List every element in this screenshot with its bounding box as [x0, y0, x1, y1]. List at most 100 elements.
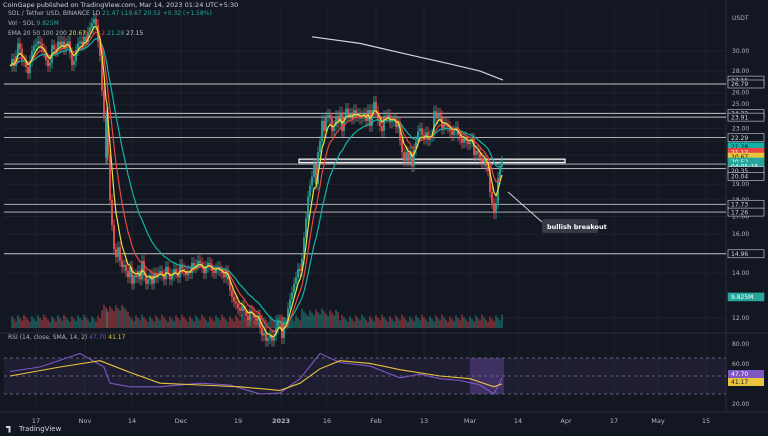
candle-body: [397, 122, 399, 128]
legend-volume: Vol · SOL 9.825M: [8, 20, 59, 27]
candle-body: [317, 152, 319, 185]
price-tick-label: 19.00: [732, 181, 749, 188]
volume-bar: [311, 312, 313, 328]
price-label-box: [727, 112, 765, 122]
candle-body: [283, 322, 285, 339]
candle-body: [195, 264, 197, 267]
candle-body: [223, 273, 225, 278]
volume-bar: [309, 310, 311, 328]
rsi-line: [9, 352, 503, 395]
candle-body: [473, 138, 475, 155]
candle-body: [119, 247, 121, 261]
volume-bar: [119, 310, 121, 328]
volume-bar: [409, 316, 411, 328]
volume-bar: [13, 318, 15, 328]
volume-bar: [453, 321, 455, 328]
volume-bar: [413, 321, 415, 328]
volume-bar: [477, 318, 479, 328]
candle-body: [271, 335, 273, 341]
price-tick-label: 16.00: [732, 231, 749, 238]
volume-bar: [331, 312, 333, 328]
candle-body: [433, 111, 435, 135]
candle-body: [167, 266, 169, 274]
ema50-line: [9, 31, 503, 333]
volume-bar: [37, 315, 39, 328]
candle-body: [115, 249, 117, 257]
volume-bar: [469, 316, 471, 328]
time-tick-label: May: [651, 417, 665, 425]
volume-bar: [491, 318, 493, 328]
candle-body: [421, 128, 423, 135]
volume-bar: [211, 318, 213, 328]
volume-bar: [417, 318, 419, 328]
price-label: 20.35: [731, 168, 748, 175]
volume-bar: [273, 321, 275, 328]
candle-body: [299, 268, 301, 272]
price-label: 20.04: [731, 174, 748, 181]
candle-body: [187, 271, 189, 276]
volume-bar: [129, 316, 131, 328]
candle-body: [193, 262, 195, 267]
time-tick-label: 15: [702, 417, 710, 425]
annotation-pointer: [507, 191, 543, 223]
candle-body: [253, 313, 255, 318]
volume-bar: [11, 316, 13, 328]
candle-body: [67, 41, 69, 44]
price-label-box: [727, 249, 765, 259]
candle-body: [131, 266, 133, 284]
time-tick-label: 17: [32, 417, 40, 425]
candle-body: [205, 266, 207, 274]
grid: [0, 0, 768, 413]
candle-body: [215, 268, 217, 274]
volume-bar: [125, 309, 127, 328]
volume-bar: [135, 315, 137, 328]
volume-bar: [363, 317, 365, 328]
annotation: bullish breakout: [507, 191, 607, 233]
volume-bar: [199, 320, 201, 328]
volume-bar: [347, 322, 349, 328]
volume-bar: [377, 318, 379, 328]
price-tick-label: 23.00: [732, 125, 749, 132]
candle-body: [287, 308, 289, 323]
price-label-box: [727, 79, 765, 89]
candle-body: [275, 327, 277, 336]
volume-bar: [181, 314, 183, 328]
volume-bar: [333, 315, 335, 328]
volume-bar: [343, 317, 345, 328]
volume-bar: [303, 311, 305, 328]
volume-bar: [383, 317, 385, 328]
volume-bar: [269, 316, 271, 328]
candle-body: [395, 118, 397, 128]
candle-body: [61, 41, 63, 47]
candle-body: [445, 123, 447, 125]
time-tick-label: 14: [128, 417, 136, 425]
volume-bar: [253, 321, 255, 328]
volume-bar: [71, 316, 73, 328]
volume-bar: [189, 316, 191, 328]
candle-body: [123, 264, 125, 267]
candle-body: [305, 218, 307, 238]
candle-body: [489, 170, 491, 192]
volume-bar: [145, 319, 147, 328]
volume-bar: [461, 314, 463, 328]
candle-body: [95, 18, 97, 26]
volume-bar: [321, 308, 323, 328]
candle-body: [475, 150, 477, 155]
volume-bar: [215, 315, 217, 328]
candle-body: [77, 43, 79, 51]
volume-bar: [89, 322, 91, 328]
candle-body: [249, 310, 251, 321]
price-label-box: [727, 133, 765, 142]
legend-ema200: 27.15: [126, 30, 144, 37]
price-tick-label: 28.00: [732, 68, 749, 75]
volume-bar: [455, 315, 457, 328]
legend-volume-name: Vol · SOL: [8, 20, 35, 27]
legend-symbol-values: 21.47 L19.67 20.52 +0.32 (+1.58%): [102, 10, 212, 17]
volume-bar: [137, 318, 139, 328]
candle-body: [247, 315, 249, 321]
price-label: 17.26: [731, 209, 748, 216]
ema200-line: [311, 36, 504, 81]
candle-body: [155, 273, 157, 278]
tradingview-logo[interactable]: TradingView: [6, 425, 61, 433]
candle-body: [209, 262, 211, 265]
